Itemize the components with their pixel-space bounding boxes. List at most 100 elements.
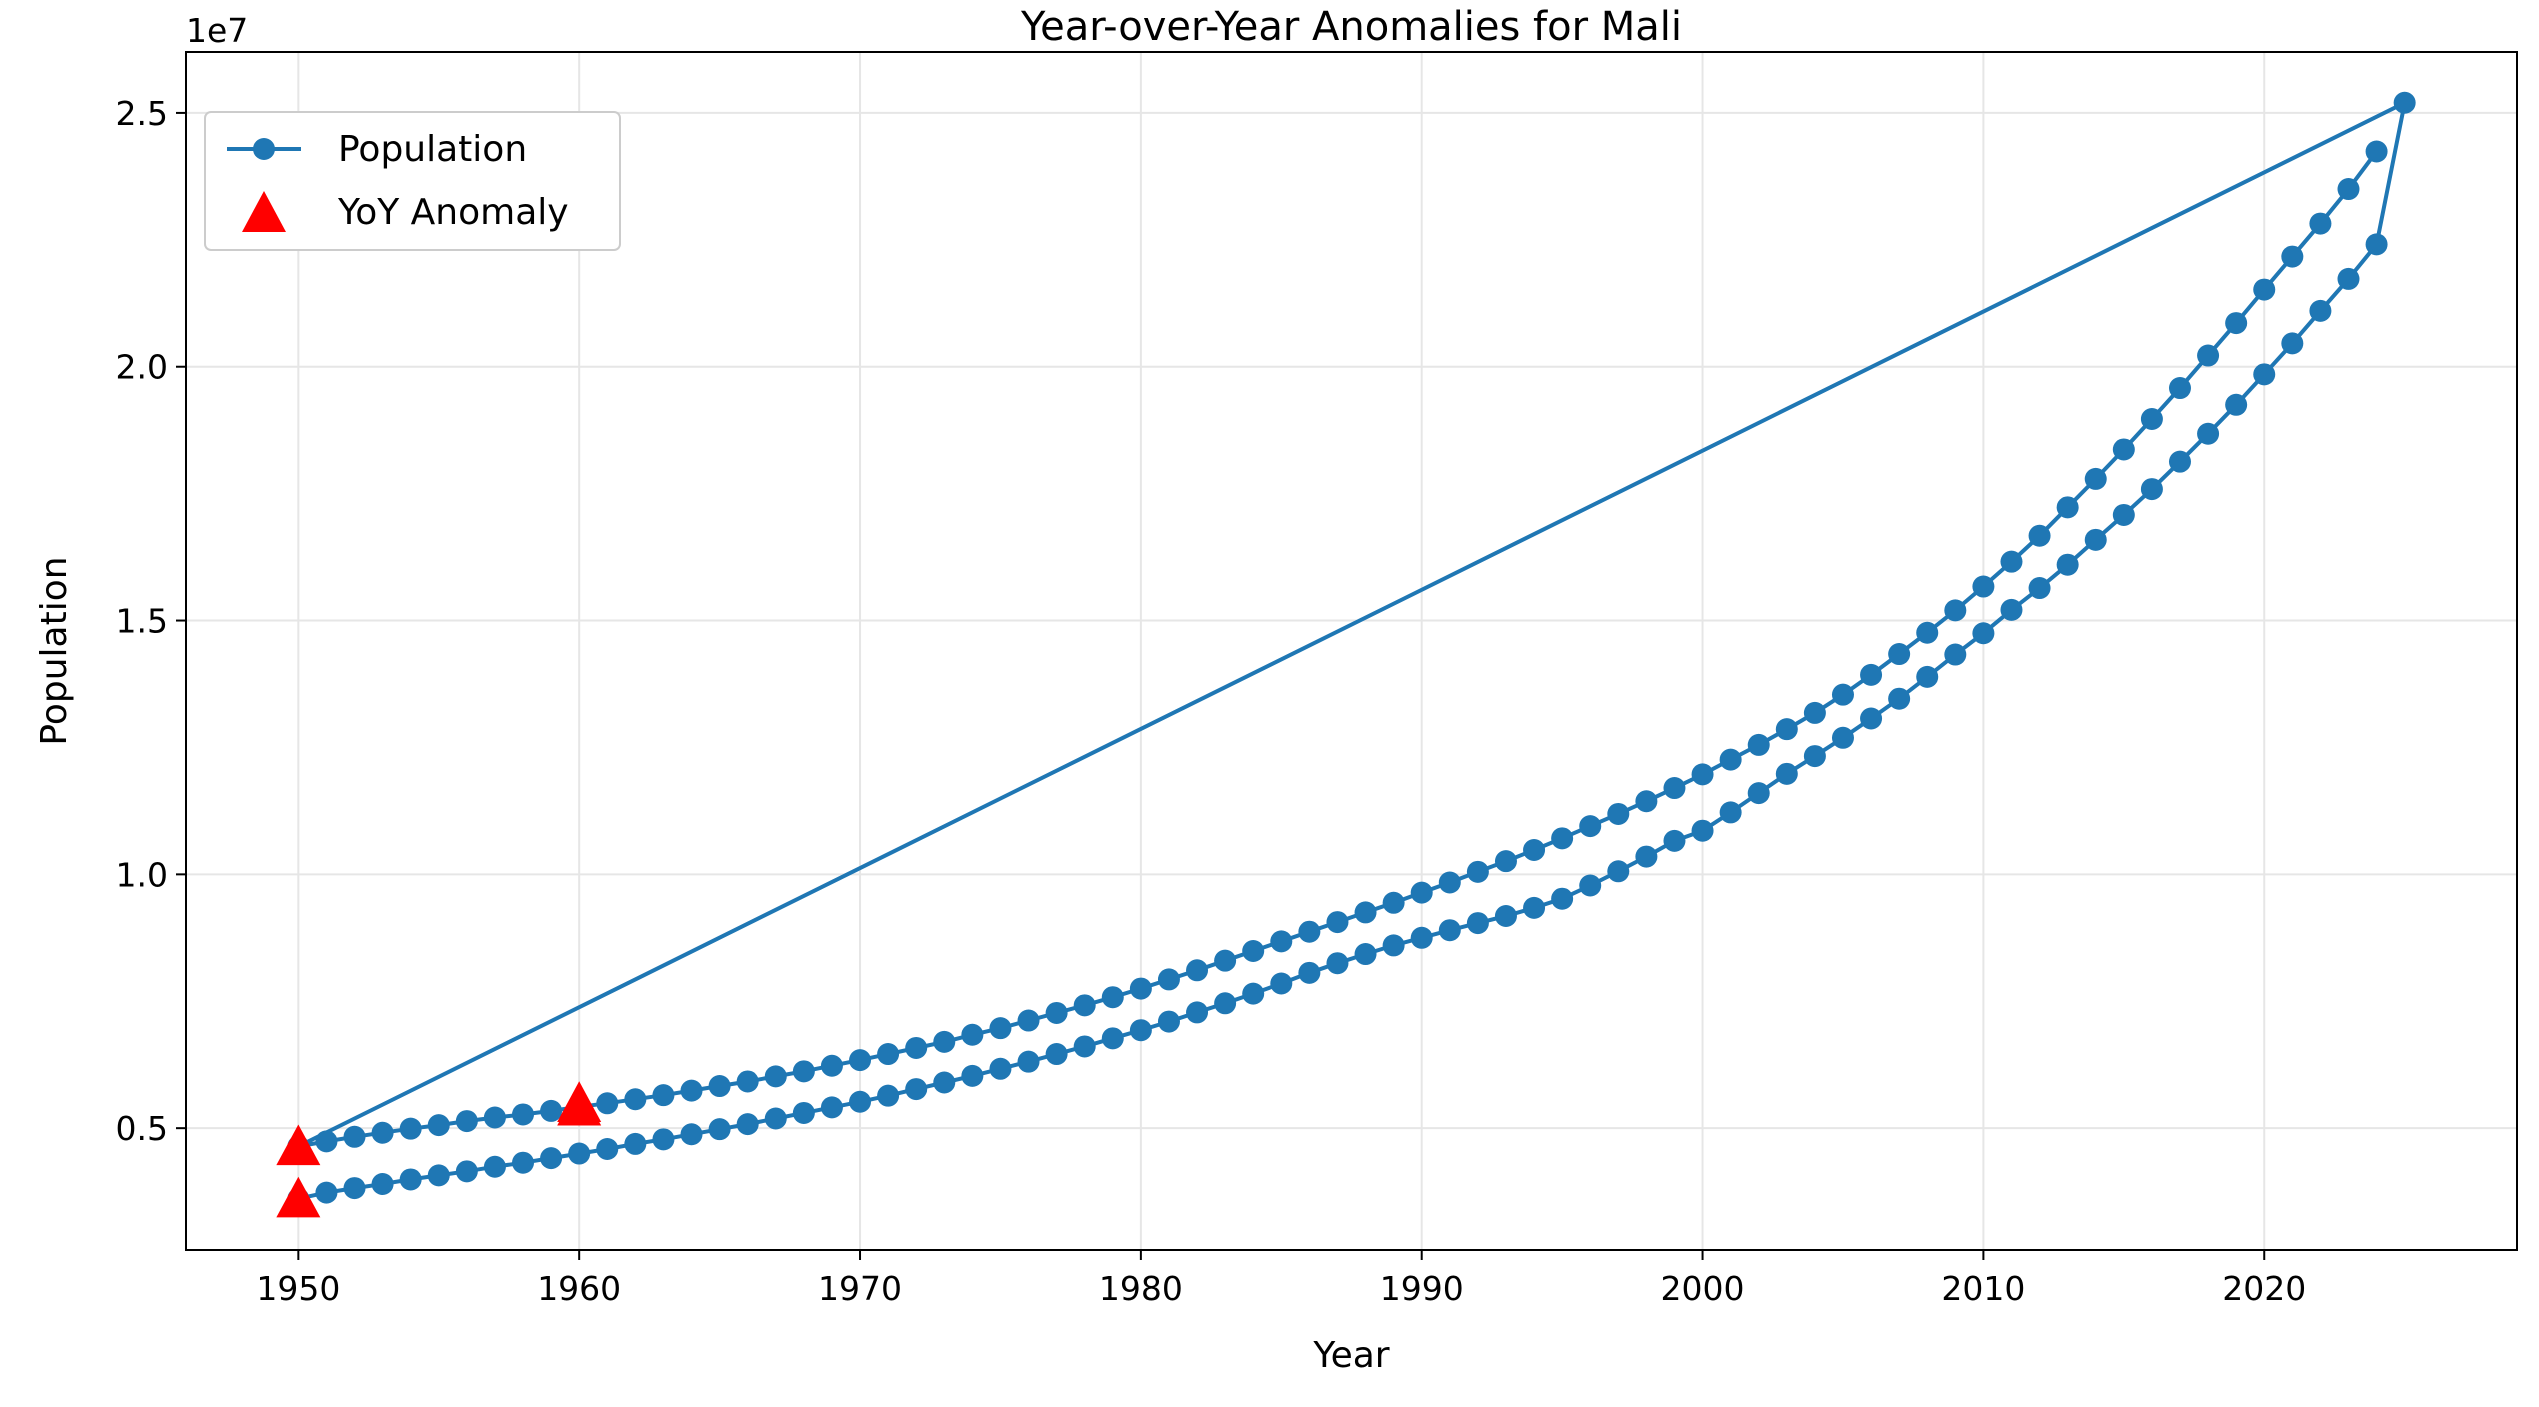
population-point <box>2365 233 2388 256</box>
population-point <box>1888 643 1911 666</box>
population-point <box>1354 943 1377 966</box>
population-point <box>2168 377 2191 400</box>
ticks: 1950 1960 1970 1980 1990 2000 2010 2020 0.5 1.0 1.… <box>116 94 2307 1308</box>
population-point <box>877 1084 900 1107</box>
anomaly-marker <box>276 1124 321 1166</box>
population-point <box>736 1113 759 1136</box>
population-point <box>792 1060 815 1083</box>
population-point <box>2309 212 2332 235</box>
x-tick-label: 1950 <box>256 1269 340 1308</box>
population-point <box>1523 896 1546 919</box>
population-point <box>1157 968 1180 991</box>
population-point <box>1803 745 1826 768</box>
population-point <box>1466 912 1489 935</box>
population-point <box>1523 838 1546 861</box>
population-point <box>2225 312 2248 335</box>
population-point <box>933 1030 956 1053</box>
population-point <box>1916 621 1939 644</box>
population-point <box>1382 891 1405 914</box>
population-point <box>764 1065 787 1088</box>
population-point <box>961 1023 984 1046</box>
population-point <box>1242 982 1265 1005</box>
population-point <box>1803 701 1826 724</box>
population-point <box>540 1099 563 1122</box>
x-axis-title: Year <box>1312 1335 1389 1376</box>
population-point <box>399 1117 422 1140</box>
population-point <box>1270 972 1293 995</box>
population-point <box>1410 926 1433 949</box>
population-point <box>1831 726 1854 749</box>
population-point <box>1410 881 1433 904</box>
x-tick-label: 1980 <box>1099 1269 1183 1308</box>
population-point <box>1214 992 1237 1015</box>
x-tick-label: 1960 <box>537 1269 621 1308</box>
population-point <box>1551 887 1574 910</box>
population-point <box>1916 665 1939 688</box>
population-point <box>1354 901 1377 924</box>
y-tick-label: 0.5 <box>116 1109 168 1148</box>
population-point <box>1579 815 1602 838</box>
population-point <box>961 1064 984 1087</box>
population-point <box>315 1181 338 1204</box>
population-point <box>1129 977 1152 1000</box>
population-point <box>2028 524 2051 547</box>
population-point <box>1073 994 1096 1017</box>
population-point <box>1326 911 1349 934</box>
population-point <box>989 1017 1012 1040</box>
population-point <box>2309 299 2332 322</box>
legend: Population YoY Anomaly <box>204 111 621 251</box>
population-point <box>820 1096 843 1119</box>
y-axis-title: Population <box>34 556 75 745</box>
population-point <box>1860 663 1883 686</box>
population-point <box>1972 622 1995 645</box>
population-point <box>989 1057 1012 1080</box>
population-point <box>512 1151 535 1174</box>
population-point <box>1663 829 1686 852</box>
population-point <box>1719 801 1742 824</box>
population-point <box>427 1164 450 1187</box>
population-point <box>483 1155 506 1178</box>
population-point <box>1775 718 1798 741</box>
axes-frame <box>185 51 2518 1251</box>
population-point <box>2337 178 2360 201</box>
population-point <box>2253 363 2276 386</box>
population-point <box>455 1110 478 1133</box>
population-point <box>2197 422 2220 445</box>
population-point <box>1635 845 1658 868</box>
population-point <box>624 1132 647 1155</box>
x-tick-label: 2020 <box>2222 1269 2306 1308</box>
x-tick-label: 1990 <box>1380 1269 1464 1308</box>
population-point <box>2056 553 2079 576</box>
population-point <box>1860 707 1883 730</box>
population-point <box>1607 802 1630 825</box>
y-tick-label: 1.0 <box>116 855 168 894</box>
population-point <box>680 1079 703 1102</box>
population-point <box>1326 952 1349 975</box>
legend-anomaly-marker <box>242 191 286 232</box>
population-point <box>2168 450 2191 473</box>
population-point <box>708 1118 731 1141</box>
y-tick-label: 2.5 <box>116 94 168 133</box>
population-point <box>708 1075 731 1098</box>
population-point <box>2281 245 2304 268</box>
population-point <box>315 1130 338 1153</box>
population-point <box>1017 1009 1040 1032</box>
population-point <box>1775 762 1798 785</box>
population-point <box>371 1121 394 1144</box>
population-point <box>1888 687 1911 710</box>
population-point <box>1747 733 1770 756</box>
x-tick-label: 1970 <box>818 1269 902 1308</box>
population-point <box>2084 467 2107 490</box>
population-point <box>2140 408 2163 431</box>
population-point <box>596 1092 619 1115</box>
population-point <box>343 1177 366 1200</box>
population-point <box>905 1078 928 1101</box>
population-point <box>1186 959 1209 982</box>
population-point <box>764 1107 787 1130</box>
population-point <box>1045 1043 1068 1066</box>
population-point <box>1045 1001 1068 1024</box>
population-point <box>1551 827 1574 850</box>
y-tick-label: 1.5 <box>116 602 168 641</box>
population-point <box>2112 438 2135 461</box>
